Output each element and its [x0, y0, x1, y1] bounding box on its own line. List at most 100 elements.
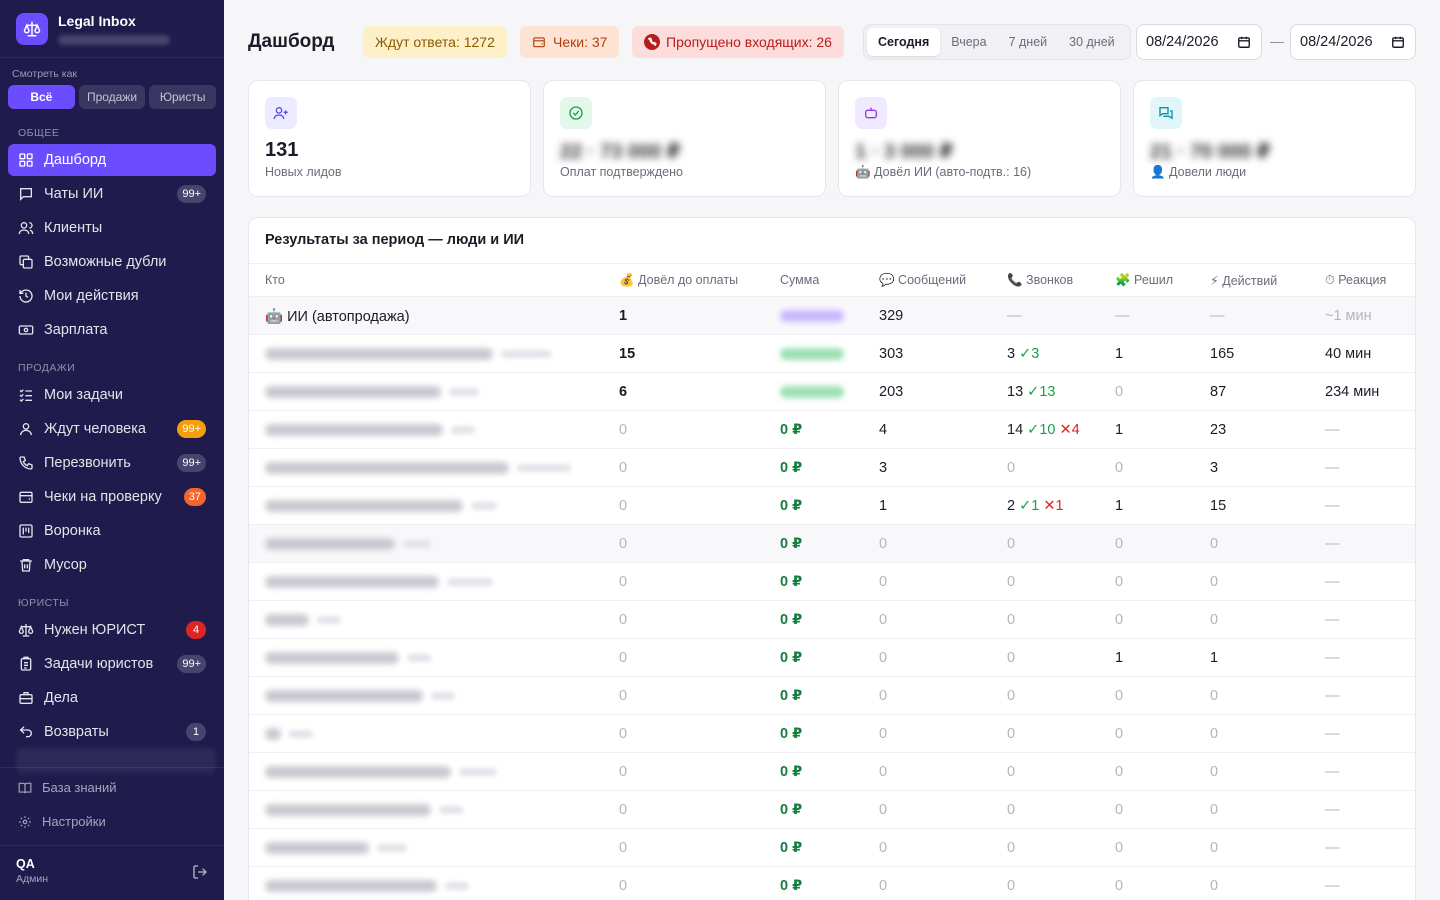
calls-failed: ✕4	[1059, 422, 1080, 438]
row-tag-redacted	[445, 882, 469, 890]
row-solved: 0	[1115, 802, 1124, 818]
col-sum[interactable]: Сумма	[780, 273, 820, 287]
table-row[interactable]: 0 0 ₽ 0 0 1 1 —	[249, 639, 1415, 677]
table-row[interactable]: 0 0 ₽ 0 0 0 0 —	[249, 791, 1415, 829]
user-plus-icon	[265, 97, 297, 129]
nav-label: Клиенты	[44, 220, 103, 236]
row-sum: 0 ₽	[780, 802, 803, 818]
settings-link[interactable]: Настройки	[18, 814, 106, 829]
nav-badge: 1	[186, 723, 206, 741]
nav-label: Чаты ИИ	[44, 186, 104, 202]
col-actions[interactable]: ⚡ Действий	[1210, 274, 1278, 288]
row-paid: 0	[619, 726, 628, 742]
period-yesterday-button[interactable]: Вчера	[951, 35, 987, 49]
calls-total: 0	[1007, 612, 1016, 628]
col-messages[interactable]: 💬 Сообщений	[879, 273, 967, 287]
nav-label: Мои задачи	[44, 387, 124, 403]
table-row[interactable]: 0 0 ₽ 0 0 0 0 —	[249, 525, 1415, 563]
nav-my-tasks[interactable]: Мои задачи	[8, 379, 216, 411]
col-paid[interactable]: 💰 Довёл до оплаты	[619, 273, 739, 287]
row-calls: 0	[1007, 460, 1015, 476]
table-row[interactable]: 0 0 ₽ 4 14 ✓10 ✕4 1 23 —	[249, 411, 1415, 449]
calls-total: 0	[1007, 802, 1016, 818]
nav-refunds[interactable]: Возвраты 1	[8, 716, 216, 748]
col-solved[interactable]: 🧩 Решил	[1115, 273, 1174, 287]
nav-waiting-human[interactable]: Ждут человека 99+	[8, 413, 216, 445]
waiting-reply-pill[interactable]: Ждут ответа: 1272	[363, 26, 507, 58]
table-row[interactable]: 0 0 ₽ 0 0 0 0 —	[249, 601, 1415, 639]
table-row[interactable]: 0 0 ₽ 0 0 0 0 —	[249, 867, 1415, 900]
row-actions: 0	[1210, 764, 1219, 780]
nav-label: Воронка	[44, 523, 101, 539]
col-reaction[interactable]: ⏱ Реакция	[1325, 273, 1387, 287]
table-row[interactable]: 0 0 ₽ 0 0 0 0 —	[249, 677, 1415, 715]
view-all-button[interactable]: Всё	[8, 85, 75, 109]
table-row[interactable]: 0 0 ₽ 0 0 0 0 —	[249, 753, 1415, 791]
calendar-icon[interactable]	[1237, 35, 1251, 49]
nav-callback[interactable]: Перезвонить 99+	[8, 447, 216, 479]
row-tag-redacted	[377, 844, 407, 852]
view-lawyers-button[interactable]: Юристы	[149, 85, 217, 109]
results-table: Результаты за период — люди и ИИ Кто 💰 Д…	[248, 217, 1416, 900]
row-paid: 0	[619, 764, 628, 780]
stat-new-leads[interactable]: 131 Новых лидов	[248, 80, 531, 197]
calls-ok: ✓10	[1027, 422, 1056, 438]
missed-calls-pill[interactable]: Пропущено входящих: 26	[632, 26, 844, 58]
nav-receipts[interactable]: Чеки на проверку 37	[8, 481, 216, 513]
period-30days-button[interactable]: 30 дней	[1069, 35, 1115, 49]
col-who[interactable]: Кто	[265, 273, 285, 287]
table-row[interactable]: 0 0 ₽ 0 0 0 0 —	[249, 715, 1415, 753]
checks-pill[interactable]: Чеки: 37	[520, 26, 620, 58]
nav-ai-chats[interactable]: Чаты ИИ 99+	[8, 178, 216, 210]
row-tag-redacted	[451, 426, 475, 434]
row-sum-redacted	[780, 310, 844, 322]
date-from-input[interactable]: 08/24/2026	[1136, 24, 1262, 60]
nav-funnel[interactable]: Воронка	[8, 515, 216, 547]
nav-salary[interactable]: Зарплата	[8, 314, 216, 346]
calendar-icon[interactable]	[1391, 35, 1405, 49]
period-7days-button[interactable]: 7 дней	[1008, 35, 1048, 49]
row-paid: 0	[619, 460, 628, 476]
waiting-reply-text: Ждут ответа: 1272	[375, 34, 495, 50]
knowledge-base-link[interactable]: База знаний	[18, 780, 117, 795]
nav-dashboard[interactable]: Дашборд	[8, 144, 216, 176]
table-row[interactable]: 0 0 ₽ 0 0 0 0 —	[249, 563, 1415, 601]
users-icon	[18, 222, 34, 235]
history-icon	[19, 289, 33, 303]
date-to-value: 08/24/2026	[1300, 34, 1373, 50]
period-today-button[interactable]: Сегодня	[867, 28, 941, 56]
table-row[interactable]: 6 203 13 ✓13 0 87 234 мин	[249, 373, 1415, 411]
row-paid: 6	[619, 384, 628, 400]
view-sales-button[interactable]: Продажи	[78, 85, 146, 109]
stat-humans-closed[interactable]: 21 · 70 000 ₽ 👤 Довели люди	[1133, 80, 1416, 197]
row-calls: 0	[1007, 612, 1015, 628]
nav-duplicates[interactable]: Возможные дубли	[8, 246, 216, 278]
nav-lawyer-tasks[interactable]: Задачи юристов 99+	[8, 648, 216, 680]
nav-trash[interactable]: Мусор	[8, 549, 216, 581]
nav-cases[interactable]: Дела	[8, 682, 216, 714]
table-row[interactable]: 0 0 ₽ 1 2 ✓1 ✕1 1 15 —	[249, 487, 1415, 525]
row-actions: 1	[1210, 650, 1219, 666]
redacted-nav-item	[16, 748, 216, 774]
brand[interactable]: Legal Inbox	[0, 0, 224, 58]
row-calls: 0	[1007, 726, 1015, 742]
nav-need-lawyer[interactable]: Нужен ЮРИСТ 4	[8, 614, 216, 646]
calls-total: 0	[1007, 726, 1016, 742]
table-row-ai[interactable]: 🤖 ИИ (автопродажа) 1 329 — — — ~1 мин	[249, 297, 1415, 335]
stat-ai-closed[interactable]: 1 · 3 000 ₽ 🤖 Довёл ИИ (авто-подтв.: 16)	[838, 80, 1121, 197]
calls-ok: ✓13	[1027, 384, 1056, 400]
calls-total: 0	[1007, 878, 1016, 894]
table-row[interactable]: 0 0 ₽ 3 0 0 3 —	[249, 449, 1415, 487]
row-name-redacted	[265, 462, 509, 474]
table-row[interactable]: 0 0 ₽ 0 0 0 0 —	[249, 829, 1415, 867]
table-row[interactable]: 15 303 3 ✓3 1 165 40 мин	[249, 335, 1415, 373]
logout-icon[interactable]	[192, 864, 208, 880]
col-calls[interactable]: 📞 Звонков	[1007, 273, 1074, 287]
stat-payments-confirmed[interactable]: 22 · 73 000 ₽ Оплат подтверждено	[543, 80, 826, 197]
row-paid: 0	[619, 878, 628, 894]
row-tag-redacted	[501, 350, 551, 358]
row-tag-redacted	[431, 692, 455, 700]
nav-my-actions[interactable]: Мои действия	[8, 280, 216, 312]
nav-clients[interactable]: Клиенты	[8, 212, 216, 244]
date-to-input[interactable]: 08/24/2026	[1290, 24, 1416, 60]
